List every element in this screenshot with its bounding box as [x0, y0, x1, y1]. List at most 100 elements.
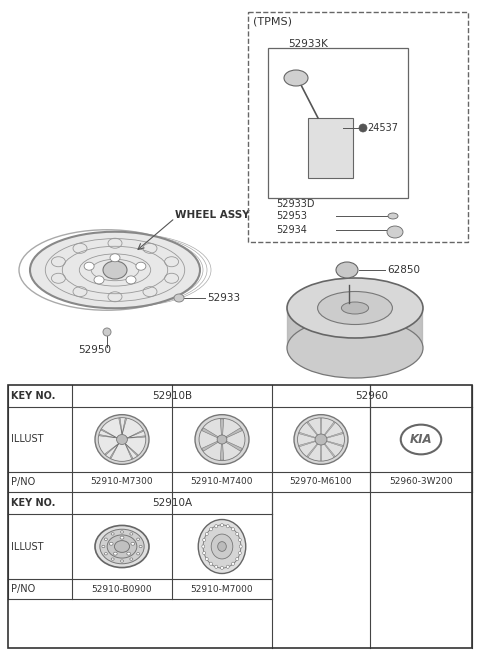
Ellipse shape: [287, 284, 423, 344]
Ellipse shape: [103, 328, 111, 336]
Ellipse shape: [131, 543, 135, 545]
Text: 52910-M7000: 52910-M7000: [191, 584, 253, 594]
Polygon shape: [299, 441, 315, 447]
Ellipse shape: [287, 288, 423, 348]
Ellipse shape: [109, 543, 113, 545]
Text: (TPMS): (TPMS): [253, 17, 292, 27]
Ellipse shape: [341, 302, 369, 314]
Ellipse shape: [120, 560, 123, 562]
Text: 52910B: 52910B: [152, 391, 192, 401]
Ellipse shape: [287, 315, 423, 375]
Polygon shape: [220, 444, 224, 460]
Ellipse shape: [287, 286, 423, 346]
Ellipse shape: [130, 533, 133, 535]
Ellipse shape: [287, 296, 423, 356]
Ellipse shape: [136, 262, 146, 270]
Ellipse shape: [102, 545, 105, 548]
Ellipse shape: [139, 545, 142, 548]
Polygon shape: [127, 430, 144, 438]
Polygon shape: [226, 428, 242, 438]
Polygon shape: [202, 441, 218, 451]
Text: 52960-3W200: 52960-3W200: [389, 478, 453, 487]
Ellipse shape: [287, 304, 423, 364]
Ellipse shape: [287, 311, 423, 371]
Ellipse shape: [111, 558, 114, 560]
Ellipse shape: [95, 415, 149, 464]
Ellipse shape: [287, 283, 423, 343]
Ellipse shape: [100, 529, 144, 564]
Ellipse shape: [98, 418, 146, 461]
Ellipse shape: [287, 316, 423, 376]
Ellipse shape: [318, 291, 393, 325]
Ellipse shape: [315, 434, 327, 445]
Ellipse shape: [202, 545, 204, 548]
Bar: [308, 118, 353, 178]
Polygon shape: [99, 434, 117, 438]
Ellipse shape: [359, 124, 367, 132]
Ellipse shape: [287, 307, 423, 367]
Ellipse shape: [287, 285, 423, 345]
Ellipse shape: [232, 562, 234, 565]
Polygon shape: [307, 443, 318, 457]
Ellipse shape: [287, 302, 423, 362]
Ellipse shape: [287, 308, 423, 368]
Text: 24537: 24537: [367, 123, 398, 133]
Polygon shape: [125, 443, 138, 456]
Ellipse shape: [287, 305, 423, 365]
Ellipse shape: [284, 70, 308, 86]
Ellipse shape: [217, 435, 227, 444]
Ellipse shape: [30, 232, 200, 308]
Ellipse shape: [103, 261, 127, 279]
Polygon shape: [101, 429, 117, 438]
Ellipse shape: [287, 291, 423, 351]
Ellipse shape: [210, 562, 212, 565]
Polygon shape: [326, 441, 343, 447]
Text: 62850: 62850: [387, 265, 420, 275]
Ellipse shape: [210, 527, 212, 531]
Text: 52910-B0900: 52910-B0900: [92, 584, 152, 594]
Text: P/NO: P/NO: [11, 584, 35, 594]
Ellipse shape: [287, 297, 423, 357]
Text: 52960: 52960: [356, 391, 388, 401]
Ellipse shape: [104, 538, 108, 541]
Ellipse shape: [195, 415, 249, 464]
Ellipse shape: [240, 545, 242, 548]
Text: 52950: 52950: [79, 345, 111, 355]
Text: 52934: 52934: [276, 225, 307, 235]
Ellipse shape: [239, 552, 241, 555]
Text: 52933: 52933: [207, 293, 240, 303]
Ellipse shape: [218, 542, 227, 551]
Ellipse shape: [388, 213, 398, 219]
Ellipse shape: [113, 552, 117, 555]
Ellipse shape: [203, 539, 205, 542]
Ellipse shape: [287, 287, 423, 347]
Text: 52953: 52953: [276, 211, 307, 221]
Polygon shape: [307, 422, 318, 436]
Ellipse shape: [294, 415, 348, 464]
Ellipse shape: [287, 312, 423, 372]
Text: 52910-M7300: 52910-M7300: [91, 478, 153, 487]
Polygon shape: [122, 419, 127, 434]
Ellipse shape: [198, 520, 246, 573]
Polygon shape: [105, 443, 119, 455]
Ellipse shape: [239, 539, 241, 542]
Ellipse shape: [227, 565, 229, 568]
Ellipse shape: [287, 299, 423, 359]
Ellipse shape: [287, 314, 423, 374]
Ellipse shape: [205, 558, 208, 561]
Text: 52910-M7400: 52910-M7400: [191, 478, 253, 487]
Ellipse shape: [221, 523, 223, 527]
Ellipse shape: [298, 418, 345, 461]
Ellipse shape: [287, 280, 423, 340]
Ellipse shape: [287, 318, 423, 378]
Ellipse shape: [287, 306, 423, 366]
Ellipse shape: [94, 276, 104, 284]
Ellipse shape: [120, 531, 123, 533]
Polygon shape: [326, 432, 343, 438]
Ellipse shape: [336, 262, 358, 278]
Ellipse shape: [127, 552, 131, 555]
Ellipse shape: [287, 279, 423, 339]
Ellipse shape: [130, 558, 133, 560]
Ellipse shape: [137, 538, 140, 541]
Text: ILLUST: ILLUST: [11, 541, 44, 552]
